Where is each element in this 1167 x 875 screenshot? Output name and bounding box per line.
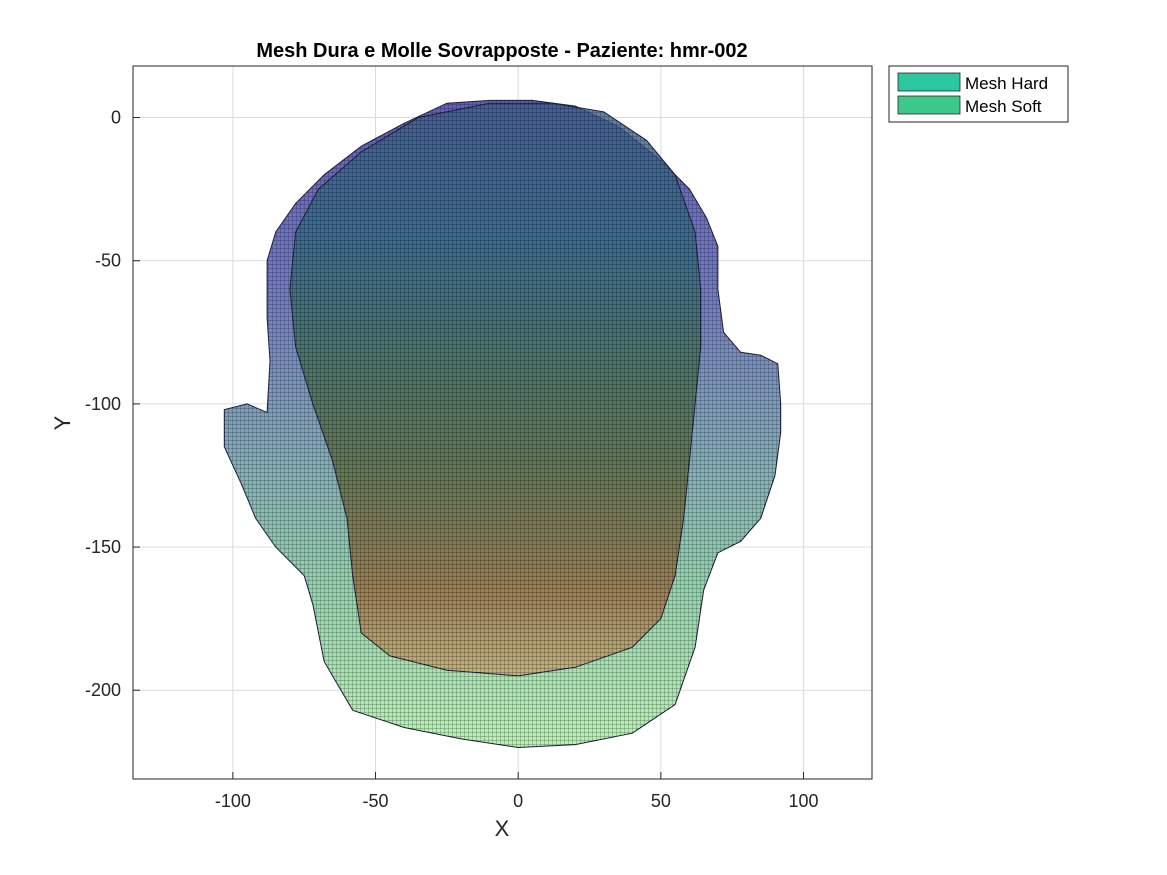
- legend-label-mesh-soft: Mesh Soft: [965, 97, 1042, 116]
- x-tick-label: 100: [788, 791, 818, 811]
- y-tick-label: -200: [85, 680, 121, 700]
- legend-label-mesh-hard: Mesh Hard: [965, 74, 1048, 93]
- y-tick-label: -50: [95, 251, 121, 271]
- mesh-layer: [223, 99, 782, 749]
- plot-area: -100 -50 0 50 100 0 -50 -100 -150 -200: [85, 65, 873, 811]
- tick-layer: -100 -50 0 50 100 0 -50 -100 -150 -200: [85, 108, 819, 811]
- y-tick-label: -150: [85, 537, 121, 557]
- y-tick-label: 0: [111, 108, 121, 128]
- chart-title: Mesh Dura e Molle Sovrapposte - Paziente…: [256, 40, 747, 62]
- mesh-hard-mesh-grid: [289, 103, 701, 676]
- legend-swatch-mesh-soft: [897, 95, 961, 115]
- x-tick-label: -100: [215, 791, 251, 811]
- x-tick-label: 50: [651, 791, 671, 811]
- axes-box: [132, 65, 873, 780]
- x-axis-label: X: [495, 816, 510, 841]
- y-axis-label: Y: [50, 415, 75, 430]
- y-tick-label: -100: [85, 394, 121, 414]
- x-tick-label: -50: [363, 791, 389, 811]
- legend: Mesh Hard Mesh Soft: [888, 65, 1069, 123]
- legend-swatch-mesh-hard: [897, 72, 961, 92]
- x-tick-label: 0: [513, 791, 523, 811]
